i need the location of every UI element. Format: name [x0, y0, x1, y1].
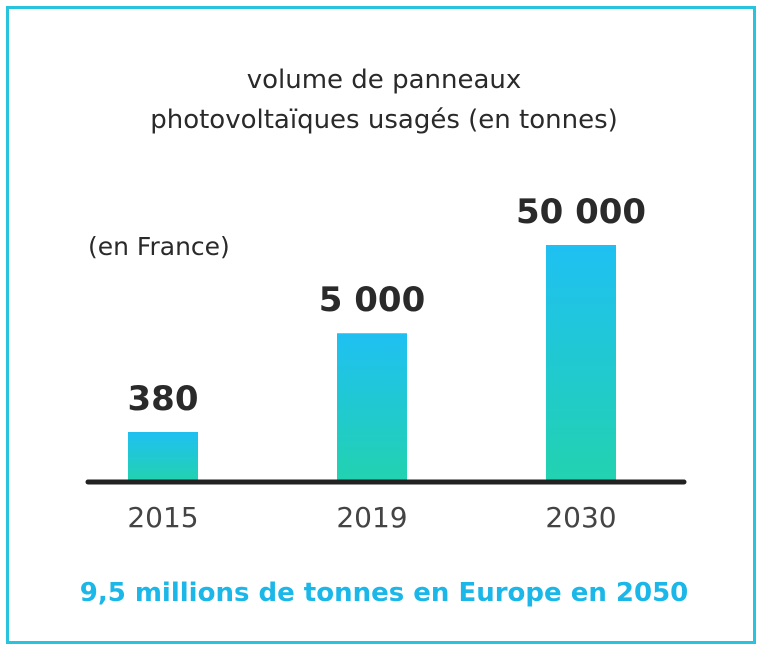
bar-2030 [546, 245, 616, 480]
data-label-2015: 380 [128, 379, 199, 419]
chart-title-line-2: photovoltaïques usagés (en tonnes) [150, 105, 618, 135]
x-tick-label-2030: 2030 [545, 501, 616, 534]
x-tick-label-2015: 2015 [127, 501, 198, 534]
bar-2019 [337, 333, 407, 480]
x-tick-label-2019: 2019 [336, 501, 407, 534]
chart-subtitle: (en France) [88, 232, 230, 261]
bar-2015 [128, 432, 198, 480]
chart-title: volume de panneaux photovoltaïques usagé… [0, 60, 768, 140]
data-label-2019: 5 000 [319, 280, 425, 320]
data-label-2030: 50 000 [516, 192, 646, 232]
footer-note: 9,5 millions de tonnes en Europe en 2050 [79, 578, 689, 608]
chart-title-line-1: volume de panneaux [246, 65, 522, 95]
chart-frame [6, 6, 756, 644]
